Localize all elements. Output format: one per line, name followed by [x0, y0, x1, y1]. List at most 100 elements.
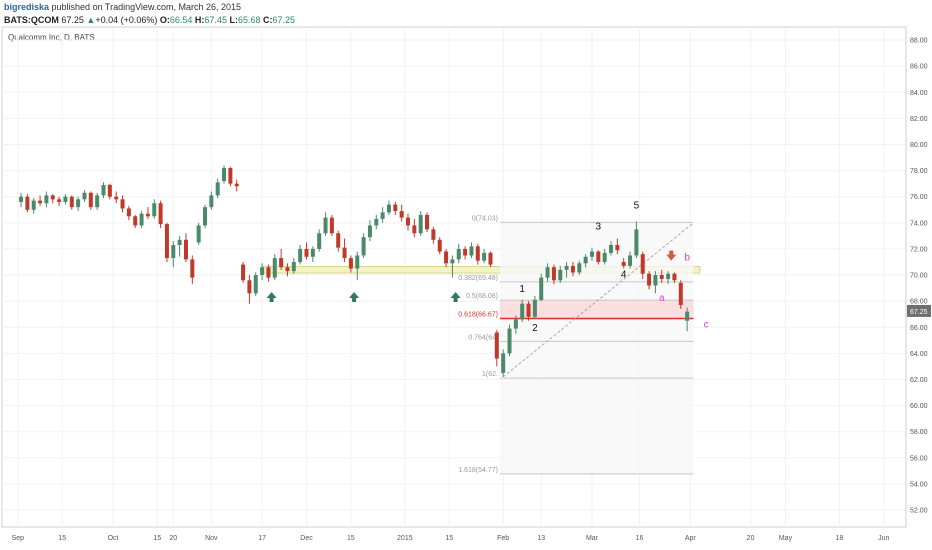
candle[interactable] — [310, 246, 315, 262]
candle[interactable] — [678, 280, 683, 309]
candle[interactable] — [583, 254, 588, 268]
candle[interactable] — [564, 261, 569, 278]
candle[interactable] — [285, 263, 290, 277]
candle[interactable] — [88, 191, 93, 210]
candle[interactable] — [469, 242, 474, 259]
candle[interactable] — [602, 248, 607, 265]
candle[interactable] — [634, 221, 639, 259]
candle[interactable] — [393, 201, 398, 215]
candle[interactable] — [685, 307, 690, 332]
candle[interactable] — [291, 258, 296, 274]
candle[interactable] — [317, 229, 322, 252]
candle[interactable] — [139, 211, 144, 229]
candle[interactable] — [444, 248, 449, 268]
candle[interactable] — [279, 248, 284, 270]
candle[interactable] — [513, 315, 518, 334]
candle[interactable] — [647, 271, 652, 290]
candle[interactable] — [63, 194, 68, 205]
candle[interactable] — [520, 299, 525, 323]
candle[interactable] — [304, 242, 309, 260]
candle[interactable] — [596, 250, 601, 265]
candle[interactable] — [494, 329, 499, 367]
candle[interactable] — [57, 196, 62, 206]
candle[interactable] — [628, 251, 633, 269]
candle[interactable] — [234, 179, 239, 192]
candle[interactable] — [406, 213, 411, 231]
candle[interactable] — [558, 265, 563, 283]
candle[interactable] — [425, 212, 430, 232]
candle[interactable] — [399, 204, 404, 222]
candle[interactable] — [101, 182, 106, 199]
candle[interactable] — [367, 220, 372, 242]
candle[interactable] — [272, 254, 277, 281]
candle[interactable] — [266, 264, 271, 282]
candle[interactable] — [82, 190, 87, 202]
candle[interactable] — [38, 195, 43, 206]
candle[interactable] — [532, 295, 537, 320]
candle[interactable] — [374, 214, 379, 230]
candle[interactable] — [76, 196, 81, 212]
candle[interactable] — [95, 192, 100, 210]
candle[interactable] — [526, 301, 531, 321]
candle[interactable] — [44, 191, 49, 208]
candle[interactable] — [653, 271, 658, 294]
candle[interactable] — [355, 251, 360, 281]
candle[interactable] — [228, 166, 233, 187]
candle[interactable] — [183, 233, 188, 262]
candle[interactable] — [551, 264, 556, 285]
candle[interactable] — [133, 214, 138, 229]
candle[interactable] — [431, 226, 436, 244]
candle[interactable] — [386, 200, 391, 215]
candle[interactable] — [672, 272, 677, 283]
candle[interactable] — [609, 241, 614, 256]
candle[interactable] — [348, 255, 353, 273]
candle[interactable] — [25, 194, 30, 213]
candle[interactable] — [222, 165, 227, 184]
candle[interactable] — [31, 198, 36, 214]
candle[interactable] — [412, 218, 417, 238]
candle[interactable] — [463, 246, 468, 260]
candle[interactable] — [577, 260, 582, 276]
candle[interactable] — [126, 205, 131, 221]
candle[interactable] — [260, 263, 265, 281]
candle[interactable] — [203, 204, 208, 229]
candle[interactable] — [171, 241, 176, 268]
candle[interactable] — [659, 269, 664, 283]
candle[interactable] — [589, 247, 594, 261]
candle[interactable] — [50, 194, 55, 204]
author-link[interactable]: bigrediska — [4, 2, 50, 12]
candle[interactable] — [418, 211, 423, 236]
candle[interactable] — [640, 251, 645, 279]
candle[interactable] — [120, 195, 125, 213]
candle[interactable] — [570, 261, 575, 277]
candle[interactable] — [615, 238, 620, 255]
candle[interactable] — [69, 195, 74, 210]
candle[interactable] — [342, 238, 347, 262]
candle[interactable] — [501, 349, 506, 377]
candle[interactable] — [545, 263, 550, 282]
candle[interactable] — [196, 222, 201, 246]
candle[interactable] — [215, 178, 220, 199]
candle[interactable] — [107, 183, 112, 200]
candle[interactable] — [488, 251, 493, 268]
candle[interactable] — [253, 272, 258, 296]
candle[interactable] — [247, 275, 252, 304]
candle[interactable] — [666, 271, 671, 285]
candle[interactable] — [158, 200, 163, 229]
candle[interactable] — [152, 199, 157, 219]
candle[interactable] — [450, 255, 455, 278]
candle[interactable] — [190, 255, 195, 285]
candle[interactable] — [539, 273, 544, 302]
candle[interactable] — [475, 243, 480, 265]
candle[interactable] — [298, 245, 303, 265]
candle[interactable] — [456, 243, 461, 264]
candle[interactable] — [209, 191, 214, 210]
candle[interactable] — [507, 324, 512, 356]
candle[interactable] — [380, 207, 385, 223]
candle[interactable] — [361, 233, 366, 259]
candle[interactable] — [145, 207, 150, 219]
candle[interactable] — [482, 248, 487, 264]
candle[interactable] — [241, 261, 246, 283]
candle[interactable] — [19, 192, 24, 208]
candle[interactable] — [323, 212, 328, 236]
